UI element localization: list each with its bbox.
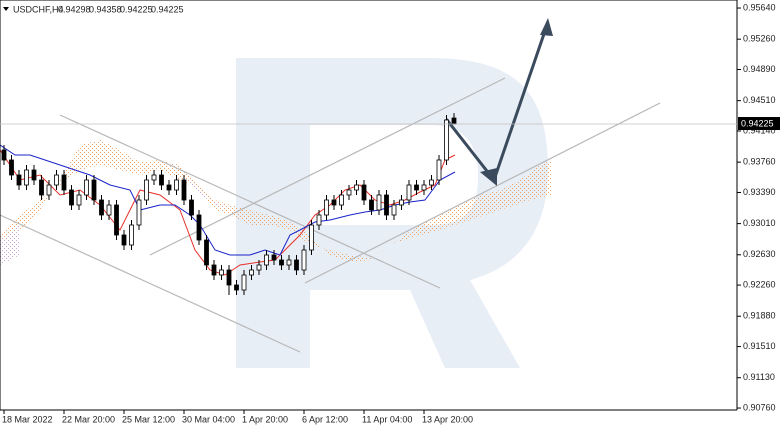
candle-body xyxy=(181,179,187,201)
y-tick-label: 0.93010 xyxy=(743,218,776,228)
price-label-box xyxy=(738,117,780,131)
candle-body xyxy=(204,239,209,266)
ichimoku-cloud xyxy=(0,140,552,262)
candle-body xyxy=(354,184,359,191)
candle-body xyxy=(421,184,427,191)
candle-body xyxy=(331,199,337,206)
y-tick-label: 0.95640 xyxy=(743,2,776,12)
x-tick-label: 1 Apr 20:00 xyxy=(242,414,288,424)
y-tick-label: 0.91510 xyxy=(743,341,776,351)
y-tick-label: 0.92260 xyxy=(743,279,776,289)
candle-body xyxy=(166,184,172,191)
arrow-head xyxy=(540,18,553,36)
candle-body xyxy=(106,204,112,216)
y-tick-label: 0.94140 xyxy=(743,125,776,135)
candle-body xyxy=(286,259,292,266)
price-label: 0.94225 xyxy=(741,118,774,128)
candle-body xyxy=(114,204,119,236)
candle-body xyxy=(151,174,157,181)
candle-body xyxy=(271,254,277,261)
candle-body xyxy=(264,254,269,266)
candle-body xyxy=(369,199,374,211)
y-tick-label: 0.91880 xyxy=(743,311,776,321)
candle-body xyxy=(324,199,329,216)
y-tick-label: 0.95260 xyxy=(743,34,776,44)
x-tick-label: 18 Mar 2022 xyxy=(2,414,53,424)
candle-body xyxy=(406,184,412,201)
x-tick-label: 30 Mar 04:00 xyxy=(182,414,235,424)
y-tick-label: 0.94510 xyxy=(743,95,776,105)
candle-body xyxy=(339,194,344,206)
y-tick-label: 0.93760 xyxy=(743,157,776,167)
candle-body xyxy=(279,259,284,266)
header-open: 0.94298 xyxy=(58,4,91,14)
y-tick-label: 0.93390 xyxy=(743,187,776,197)
candle-body xyxy=(249,269,254,276)
candle-body xyxy=(219,269,224,276)
candle-body xyxy=(309,224,314,251)
candle-body xyxy=(61,174,67,191)
candle-body xyxy=(226,269,232,286)
candle-body xyxy=(24,169,29,186)
header-high: 0.94358 xyxy=(89,4,122,14)
candle-body xyxy=(129,224,134,246)
candle-body xyxy=(376,194,382,211)
candle-body xyxy=(316,214,322,226)
candle-body xyxy=(444,119,449,161)
candle-body xyxy=(361,184,367,201)
x-tick-label: 22 Mar 20:00 xyxy=(62,414,115,424)
header: USDCHF,H4 0.94298 0.94358 0.94225 0.9422… xyxy=(3,4,184,14)
candle-body xyxy=(384,194,389,216)
candle-body xyxy=(54,174,59,186)
y-tick-label: 0.90760 xyxy=(743,402,776,412)
arrow-head xyxy=(480,168,497,186)
candle-body xyxy=(174,179,179,191)
candle-body xyxy=(84,179,89,196)
candle-body xyxy=(301,249,307,271)
candle-body xyxy=(1,149,7,161)
y-tick-label: 0.91130 xyxy=(743,372,775,382)
candle-body xyxy=(414,184,419,191)
candle-body xyxy=(46,184,52,196)
channel-lines xyxy=(0,77,661,353)
x-tick-label: 6 Apr 12:00 xyxy=(302,414,348,424)
watermark xyxy=(236,58,548,368)
symbol: USDCHF,H4 xyxy=(13,4,64,14)
candle-body xyxy=(144,179,149,201)
header-close: 0.94225 xyxy=(151,4,184,14)
candle-body xyxy=(429,179,434,186)
x-tick-label: 25 Mar 12:00 xyxy=(122,414,175,424)
candle-body xyxy=(346,189,352,196)
candle-body xyxy=(16,174,22,186)
candle-body xyxy=(451,117,457,125)
candle-body xyxy=(294,259,299,271)
candle-body xyxy=(399,199,404,206)
candle-body xyxy=(159,174,164,186)
y-tick-label: 0.92630 xyxy=(743,249,776,259)
candle-body xyxy=(189,199,194,216)
candle-body xyxy=(91,179,97,201)
candle-body xyxy=(234,284,239,291)
x-tick-label: 11 Apr 04:00 xyxy=(362,414,412,424)
candle-body xyxy=(256,264,262,271)
candle-body xyxy=(196,214,202,241)
candle-body xyxy=(39,179,44,196)
candle-body xyxy=(436,159,442,181)
candle-body xyxy=(31,169,37,181)
header-low: 0.94225 xyxy=(120,4,153,14)
candle-body xyxy=(76,194,82,206)
candle-body xyxy=(9,159,14,176)
x-tick-label: 13 Apr 20:00 xyxy=(422,414,473,424)
y-tick-label: 0.94890 xyxy=(743,64,776,74)
candle-body xyxy=(211,264,217,276)
candle-body xyxy=(99,199,104,216)
candle-body xyxy=(69,189,74,206)
candle-body xyxy=(241,274,247,291)
candle-body xyxy=(136,199,142,226)
header-icon xyxy=(3,7,9,11)
candle-body xyxy=(121,234,127,246)
candle-body xyxy=(391,204,397,216)
